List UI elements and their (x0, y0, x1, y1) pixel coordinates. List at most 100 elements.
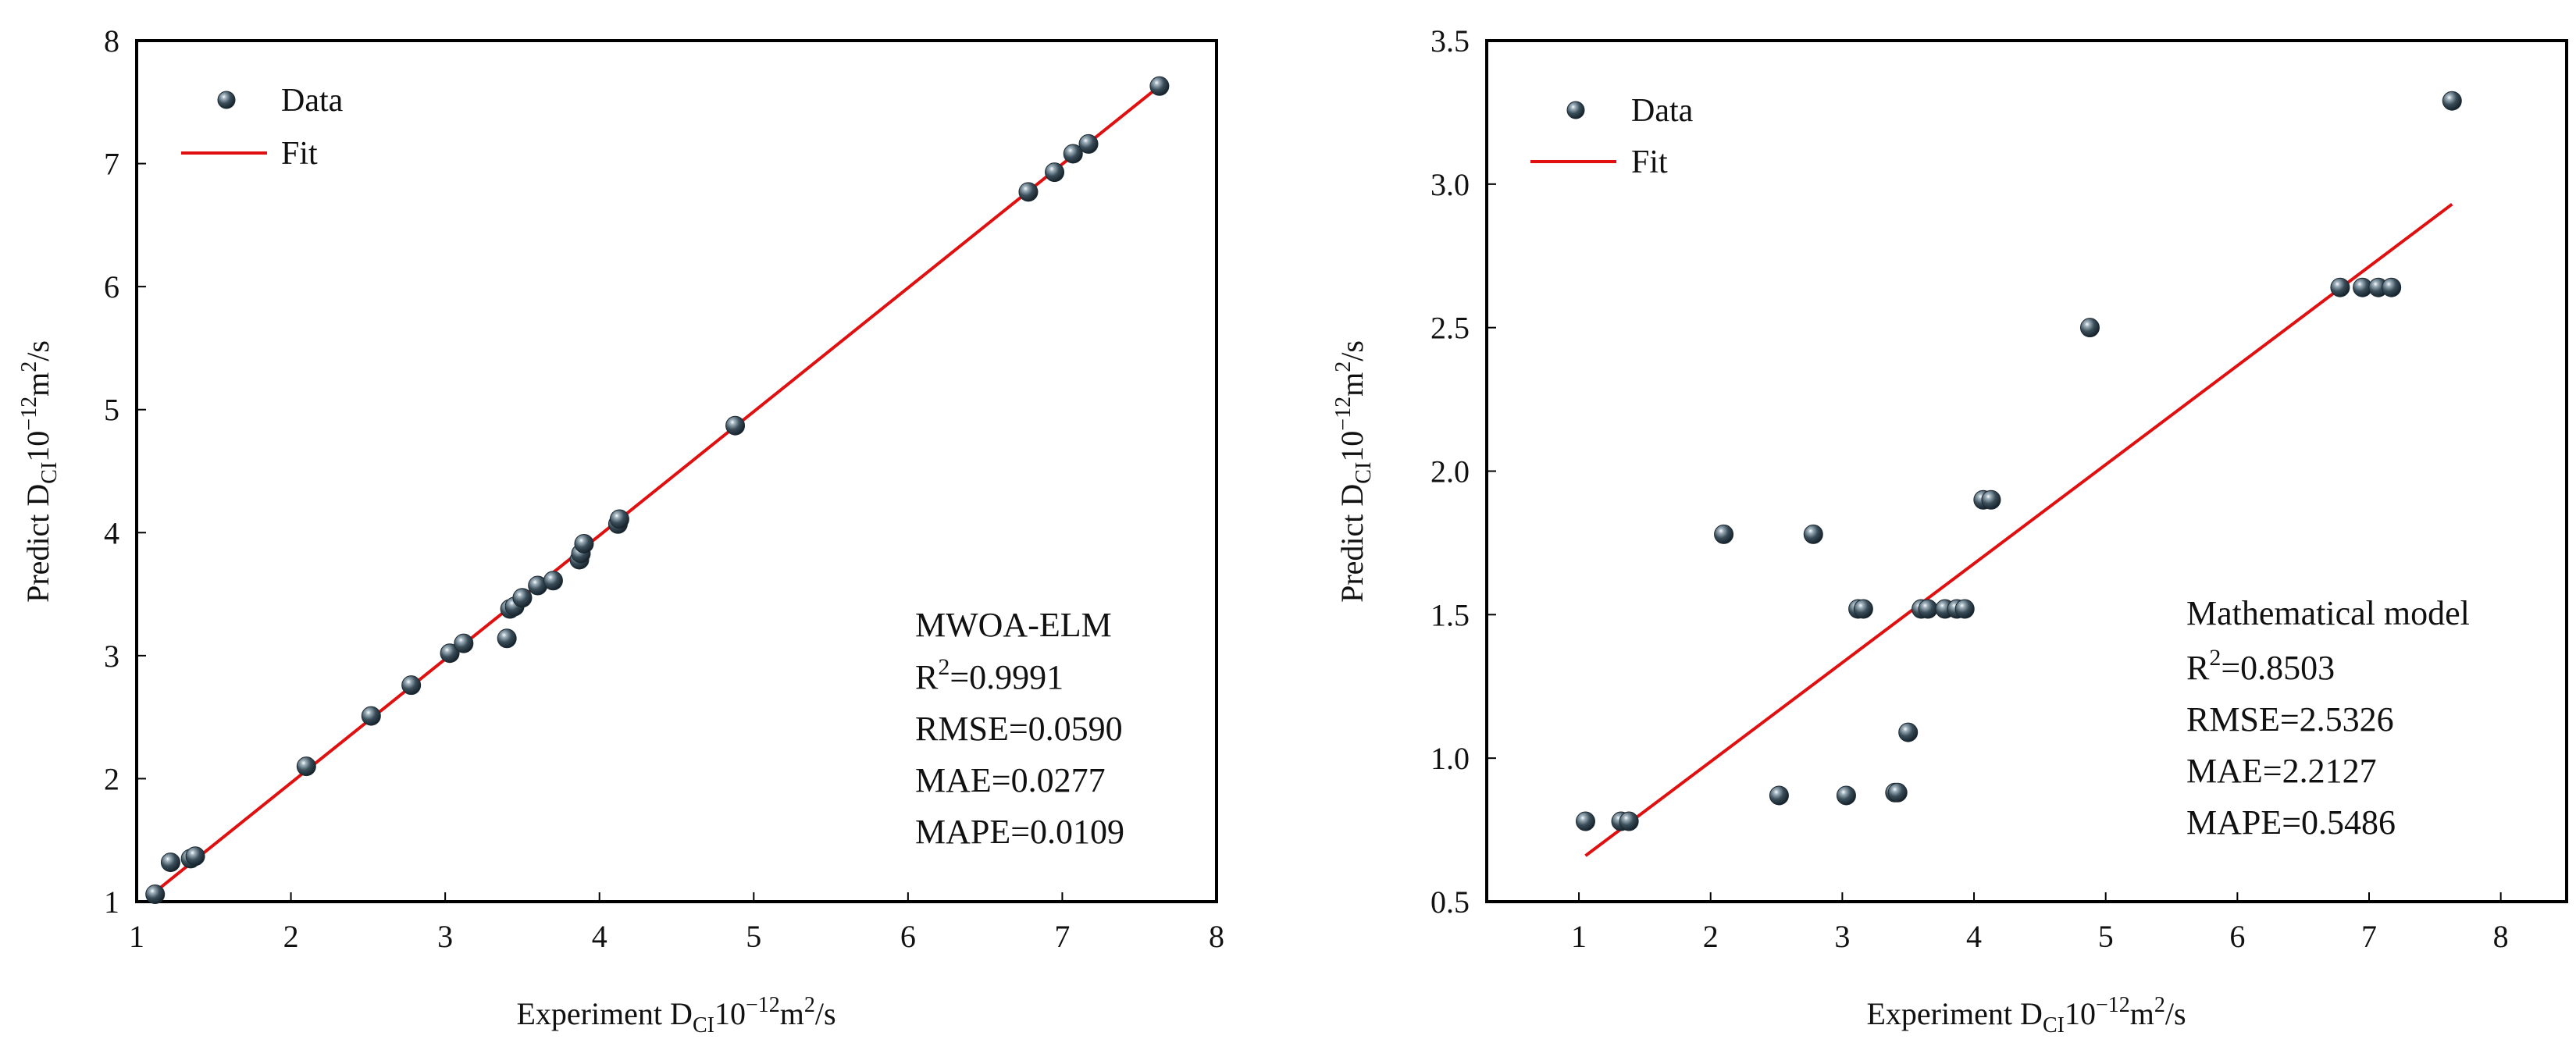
data-point (160, 852, 180, 873)
data-point (1575, 811, 1595, 831)
data-point (2382, 277, 2402, 297)
data-point (1981, 489, 2001, 510)
legend: Data Fit (1530, 93, 1694, 180)
data-point (1853, 599, 1873, 619)
mape-metric: MAPE=0.5486 (2186, 803, 2396, 842)
data-point (1803, 524, 1823, 544)
data-point (1619, 811, 1639, 831)
data-point (609, 509, 629, 529)
data-point (1954, 599, 1975, 619)
y-tick-label: 1.5 (1431, 597, 1470, 632)
y-tick-label: 0.5 (1431, 884, 1470, 920)
data-point (1887, 782, 1908, 803)
metrics-annotation: MWOA-ELM R2=0.9991 RMSE=0.0590 MAE=0.027… (915, 606, 1124, 851)
y-axis-label: Predict DCI10−12m2/s (17, 340, 62, 603)
x-tick-label: 3 (1834, 919, 1850, 954)
plot-frame (135, 39, 1218, 903)
x-tick-label: 7 (2361, 919, 2377, 954)
rmse-metric: RMSE=0.0590 (915, 710, 1123, 748)
legend-data-label: Data (281, 83, 344, 119)
fit-line (1584, 202, 2453, 857)
x-tick-label: 5 (2098, 919, 2114, 954)
y-tick-label: 3 (104, 639, 119, 674)
fit-line-group (154, 84, 1161, 893)
x-tick-label: 6 (2229, 919, 2245, 954)
y-tick-label: 2 (104, 761, 119, 796)
legend-data-marker (217, 91, 236, 109)
r2-metric: R2=0.9991 (915, 654, 1064, 696)
data-point (1045, 162, 1065, 183)
x-tick-label: 8 (1209, 919, 1224, 954)
metrics-annotation: Mathematical model R2=0.8503 RMSE=2.5326… (2186, 594, 2470, 842)
data-point (145, 884, 166, 905)
data-point (296, 756, 316, 777)
data-point (543, 571, 563, 591)
y-tick-label: 7 (104, 147, 119, 182)
fit-line (154, 84, 1161, 893)
x-tick-label: 2 (1703, 919, 1719, 954)
x-tick-label: 2 (283, 919, 299, 954)
x-tick-label: 4 (592, 919, 607, 954)
data-point (1769, 785, 1789, 806)
data-point (1836, 785, 1856, 806)
y-tick-label: 3.0 (1431, 167, 1470, 202)
axis-ticks: 1 2 3 4 5 6 7 8 0.5 1.0 1.5 2.0 2.5 3.0 3.5 (1431, 23, 2509, 954)
x-tick-label: 1 (129, 919, 144, 954)
y-tick-label: 3.5 (1431, 23, 1470, 59)
data-point (2442, 91, 2462, 111)
chart-mwoa-elm: 1 2 3 4 5 6 7 8 1 2 3 4 5 6 7 8 Data Fit MWOA-ELM R2=0.… (17, 23, 1224, 1038)
legend-fit-label: Fit (281, 136, 318, 172)
data-point (454, 633, 474, 653)
y-tick-label: 4 (104, 515, 119, 550)
legend-data-label: Data (1631, 93, 1694, 129)
data-point (1078, 133, 1099, 154)
data-point (512, 588, 533, 608)
data-points-group (145, 76, 1170, 905)
x-tick-label: 3 (437, 919, 453, 954)
x-axis-label: Experiment DCI10−12m2/s (516, 993, 836, 1038)
r2-metric: R2=0.8503 (2186, 645, 2335, 687)
data-point (401, 675, 422, 696)
x-tick-label: 6 (900, 919, 916, 954)
data-point (725, 415, 746, 436)
data-point (2079, 318, 2100, 338)
x-axis-label: Experiment DCI10−12m2/s (1866, 993, 2186, 1038)
data-points-group (1575, 91, 2462, 831)
data-point (1149, 76, 1170, 96)
x-tick-label: 1 (1571, 919, 1587, 954)
fit-line-group (1584, 202, 2453, 857)
x-tick-label: 4 (1966, 919, 1982, 954)
x-tick-label: 8 (2493, 919, 2509, 954)
data-point (440, 643, 460, 664)
chart-mathematical-model: 1 2 3 4 5 6 7 8 0.5 1.0 1.5 2.0 2.5 3.0 3.5 Data Fit M… (1331, 23, 2568, 1038)
x-tick-label: 7 (1054, 919, 1070, 954)
mape-metric: MAPE=0.0109 (915, 813, 1124, 851)
y-tick-label: 1.0 (1431, 741, 1470, 776)
data-point (185, 846, 205, 867)
mae-metric: MAE=0.0277 (915, 761, 1106, 799)
y-tick-label: 5 (104, 393, 119, 428)
y-tick-label: 8 (104, 23, 119, 59)
data-point (1918, 599, 1938, 619)
data-point (574, 533, 594, 553)
data-point (2330, 277, 2350, 297)
data-point (1898, 722, 1919, 742)
y-tick-label: 2.5 (1431, 311, 1470, 346)
x-tick-label: 5 (746, 919, 761, 954)
data-point (1714, 524, 1734, 544)
axis-ticks: 1 2 3 4 5 6 7 8 1 2 3 4 5 6 7 8 (104, 23, 1224, 954)
legend-data-marker (1566, 101, 1585, 119)
data-point (497, 628, 517, 649)
data-point (1063, 144, 1083, 164)
model-name: MWOA-ELM (915, 606, 1112, 644)
y-axis-label: Predict DCI10−12m2/s (1331, 340, 1376, 603)
y-tick-label: 2.0 (1431, 454, 1470, 489)
data-point (361, 706, 381, 726)
mae-metric: MAE=2.2127 (2186, 752, 2377, 790)
rmse-metric: RMSE=2.5326 (2186, 700, 2394, 739)
y-tick-label: 6 (104, 269, 119, 304)
legend: Data Fit (181, 83, 344, 172)
data-point (1018, 182, 1039, 202)
y-tick-label: 1 (104, 884, 119, 920)
